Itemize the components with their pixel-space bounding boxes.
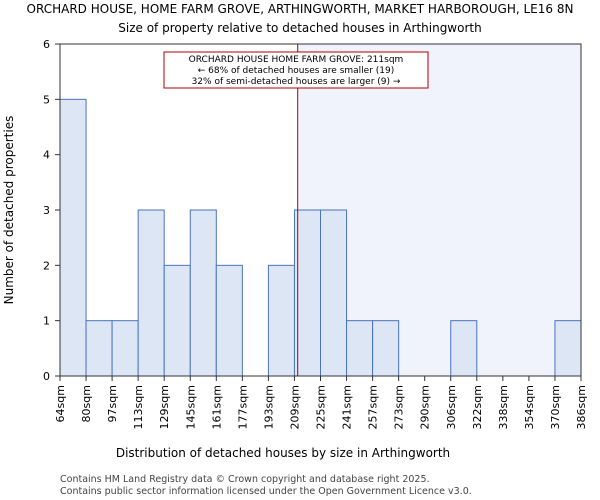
y-tick-label: 6: [43, 38, 50, 51]
footer-line-1: Contains HM Land Registry data © Crown c…: [60, 474, 430, 485]
bar: [137, 209, 165, 377]
footer-line-2: Contains public sector information licen…: [60, 486, 472, 497]
x-tick-label: 290sqm: [419, 385, 432, 429]
bar: [320, 209, 348, 377]
annotation-frame: [163, 51, 429, 89]
bar: [189, 209, 217, 377]
bar: [267, 264, 295, 377]
y-tick-label: 0: [43, 370, 50, 383]
x-tick-label: 273sqm: [393, 385, 406, 429]
x-tick-label: 322sqm: [471, 385, 484, 429]
y-tick-label: 2: [43, 259, 50, 272]
y-tick-label: 1: [43, 315, 50, 328]
bar: [293, 209, 322, 377]
annotation-line-3: 32% of semi-detached houses are larger (…: [192, 77, 401, 87]
x-tick-label: 129sqm: [158, 385, 171, 429]
y-tick-label: 4: [43, 149, 50, 162]
x-tick-label: 257sqm: [367, 385, 380, 429]
x-tick-label: 241sqm: [341, 385, 354, 429]
bar: [346, 320, 374, 377]
x-axis-label: Distribution of detached houses by size …: [116, 446, 450, 460]
x-tick-label: 306sqm: [445, 385, 458, 429]
x-tick-label: 225sqm: [315, 385, 328, 429]
x-tick-label: 209sqm: [288, 385, 301, 429]
x-tick-label: 97sqm: [106, 385, 119, 422]
y-tick-label: 3: [43, 204, 50, 217]
x-tick-label: 354sqm: [523, 385, 536, 429]
annotation-line-1: ORCHARD HOUSE HOME FARM GROVE: 211sqm: [189, 55, 404, 65]
x-tick-label: 386sqm: [575, 385, 588, 429]
chart-title: ORCHARD HOUSE, HOME FARM GROVE, ARTHINGW…: [27, 2, 574, 16]
x-tick-label: 80sqm: [80, 385, 93, 422]
bar: [163, 264, 191, 377]
chart-subtitle: Size of property relative to detached ho…: [118, 21, 481, 35]
plot-area: 0 1 2 3 4 5 6 64sqm 80sqm 97sqm 113sqm 129sqm 145sqm…: [43, 38, 588, 429]
annotation-box: ORCHARD HOUSE HOME FARM GROVE: 211sqm ← …: [163, 51, 429, 89]
bar: [85, 320, 113, 377]
bar: [215, 264, 243, 377]
bar: [372, 320, 400, 377]
bar: [59, 98, 87, 377]
x-tick-label: 64sqm: [54, 385, 67, 422]
x-tick-label: 161sqm: [210, 385, 223, 429]
bar: [450, 320, 478, 377]
y-tick-label: 5: [43, 93, 50, 106]
x-tick-label: 338sqm: [497, 385, 510, 429]
x-tick-label: 370sqm: [549, 385, 562, 429]
bar: [554, 320, 582, 377]
x-tick-label: 193sqm: [262, 385, 275, 429]
x-tick-label: 177sqm: [236, 385, 249, 429]
x-tick-label: 145sqm: [184, 385, 197, 429]
y-axis-label: Number of detached properties: [2, 116, 16, 305]
x-tick-label: 113sqm: [132, 385, 145, 429]
bar: [111, 320, 139, 377]
annotation-line-2: ← 68% of detached houses are smaller (19…: [198, 66, 395, 76]
